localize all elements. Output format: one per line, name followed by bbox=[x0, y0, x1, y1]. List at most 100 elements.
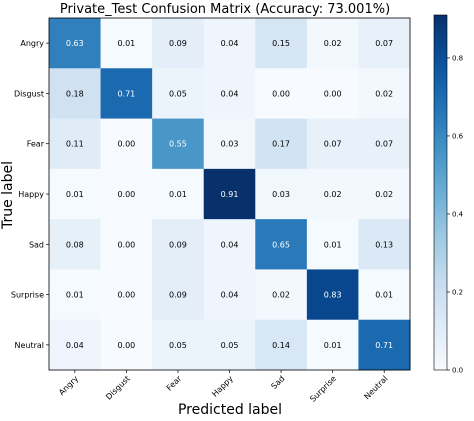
cell-value-label: 0.07 bbox=[375, 39, 393, 48]
cell-value-label: 0.83 bbox=[324, 291, 342, 300]
heatmap-cell bbox=[358, 168, 411, 220]
heatmap-cell bbox=[203, 118, 256, 170]
cell-value-label: 0.02 bbox=[375, 89, 393, 98]
heatmap-cell bbox=[203, 269, 256, 321]
heatmap-cell bbox=[100, 168, 153, 220]
heatmap-cell bbox=[255, 269, 308, 321]
heatmap-cell bbox=[49, 168, 102, 220]
heatmap-cell bbox=[203, 168, 256, 220]
cell-value-label: 0.71 bbox=[375, 341, 393, 350]
heatmap-cell bbox=[152, 18, 205, 69]
cell-value-label: 0.03 bbox=[272, 190, 290, 199]
heatmap-cell bbox=[152, 319, 205, 371]
heatmap-cell bbox=[358, 118, 411, 170]
heatmap-cell bbox=[358, 319, 411, 371]
heatmap-cells: 0.63 0.01 0.09 0.04 0.15 0.02 0.07 0.18 0.71 0.05… bbox=[49, 18, 411, 371]
x-tick-label: Happy bbox=[210, 374, 235, 399]
heatmap-cell bbox=[358, 18, 411, 69]
y-tick-label: Disgust bbox=[14, 89, 44, 98]
heatmap-cell bbox=[152, 219, 205, 270]
heatmap-cell bbox=[358, 219, 411, 270]
heatmap-cell bbox=[306, 219, 359, 270]
heatmap-cell bbox=[100, 118, 153, 170]
cell-value-label: 0.01 bbox=[169, 190, 187, 199]
cell-value-label: 0.08 bbox=[66, 240, 84, 249]
y-tick-label: Angry bbox=[20, 39, 44, 48]
heatmap-cell bbox=[152, 68, 205, 120]
chart-title: Private_Test Confusion Matrix (Accuracy:… bbox=[60, 2, 390, 17]
heatmap-cell bbox=[306, 168, 359, 220]
y-tick-label: Happy bbox=[18, 190, 44, 199]
x-tick-label: Angry bbox=[57, 374, 80, 397]
cell-value-label: 0.17 bbox=[272, 140, 290, 149]
cell-value-label: 0.55 bbox=[169, 140, 187, 149]
y-tick-label: Surprise bbox=[11, 291, 44, 300]
heatmap-cell bbox=[255, 18, 308, 69]
cell-value-label: 0.02 bbox=[324, 39, 342, 48]
cell-value-label: 0.11 bbox=[66, 140, 84, 149]
cell-value-label: 0.05 bbox=[221, 341, 239, 350]
cell-value-label: 0.09 bbox=[169, 240, 187, 249]
cell-value-label: 0.14 bbox=[272, 341, 290, 350]
cell-value-label: 0.09 bbox=[169, 291, 187, 300]
cell-value-label: 0.00 bbox=[117, 140, 135, 149]
heatmap-cell bbox=[49, 269, 102, 321]
heatmap-cell bbox=[100, 269, 153, 321]
heatmap-cell bbox=[100, 219, 153, 270]
heatmap-cell bbox=[306, 18, 359, 69]
heatmap-cell bbox=[255, 219, 308, 270]
cell-value-label: 0.01 bbox=[66, 190, 84, 199]
heatmap-cell bbox=[152, 118, 205, 170]
colorbar-ticks: 0.0 0.2 0.4 0.6 0.8 bbox=[447, 54, 464, 375]
y-tick-label: Fear bbox=[27, 140, 45, 149]
cell-value-label: 0.01 bbox=[375, 291, 393, 300]
x-tick-label: Fear bbox=[165, 374, 184, 393]
cell-value-label: 0.02 bbox=[272, 291, 290, 300]
cell-value-label: 0.15 bbox=[272, 39, 290, 48]
heatmap-cell bbox=[49, 118, 102, 170]
heatmap-cell bbox=[306, 68, 359, 120]
y-tick-label: Sad bbox=[29, 240, 44, 249]
cell-value-label: 0.01 bbox=[117, 39, 135, 48]
cell-value-label: 0.07 bbox=[324, 140, 342, 149]
y-tick-label: Neutral bbox=[14, 341, 44, 350]
heatmap-cell bbox=[306, 118, 359, 170]
heatmap-cell bbox=[203, 68, 256, 120]
heatmap-cell bbox=[100, 68, 153, 120]
heatmap-cell bbox=[203, 219, 256, 270]
colorbar-tick-label: 0.2 bbox=[452, 288, 463, 296]
heatmap-cell bbox=[152, 168, 205, 220]
cell-value-label: 0.00 bbox=[117, 240, 135, 249]
cell-value-label: 0.04 bbox=[221, 39, 239, 48]
heatmap-cell bbox=[100, 319, 153, 371]
cell-value-label: 0.01 bbox=[66, 291, 84, 300]
y-axis-ticks: Angry Disgust Fear Happy Sad Surprise Neutral bbox=[11, 39, 49, 350]
cell-value-label: 0.04 bbox=[221, 291, 239, 300]
x-axis-ticks: Angry Disgust Fear Happy Sad Surprise Neutral bbox=[57, 370, 390, 404]
colorbar-tick-label: 0.6 bbox=[452, 132, 464, 140]
x-tick-label: Disgust bbox=[104, 374, 132, 402]
heatmap-cell bbox=[255, 168, 308, 220]
x-tick-label: Neutral bbox=[362, 374, 389, 401]
colorbar-tick-label: 0.8 bbox=[452, 54, 463, 62]
cell-value-label: 0.00 bbox=[117, 190, 135, 199]
cell-value-label: 0.00 bbox=[324, 89, 342, 98]
cell-value-label: 0.04 bbox=[221, 89, 239, 98]
cell-value-label: 0.03 bbox=[221, 140, 239, 149]
cell-value-label: 0.04 bbox=[66, 341, 84, 350]
colorbar-tick-label: 0.0 bbox=[452, 367, 463, 375]
heatmap-cell bbox=[306, 269, 359, 321]
colorbar-tick-label: 0.4 bbox=[452, 210, 464, 218]
cell-value-label: 0.13 bbox=[375, 240, 393, 249]
x-tick-label: Surprise bbox=[308, 374, 338, 404]
heatmap-cell bbox=[203, 319, 256, 371]
cell-value-label: 0.05 bbox=[169, 341, 187, 350]
x-axis-label: Predicted label bbox=[178, 402, 282, 418]
cell-value-label: 0.01 bbox=[324, 240, 342, 249]
cell-value-label: 0.02 bbox=[324, 190, 342, 199]
cell-value-label: 0.71 bbox=[117, 89, 135, 98]
heatmap-cell bbox=[49, 319, 102, 371]
cell-value-label: 0.02 bbox=[375, 190, 393, 199]
heatmap-cell bbox=[358, 68, 411, 120]
